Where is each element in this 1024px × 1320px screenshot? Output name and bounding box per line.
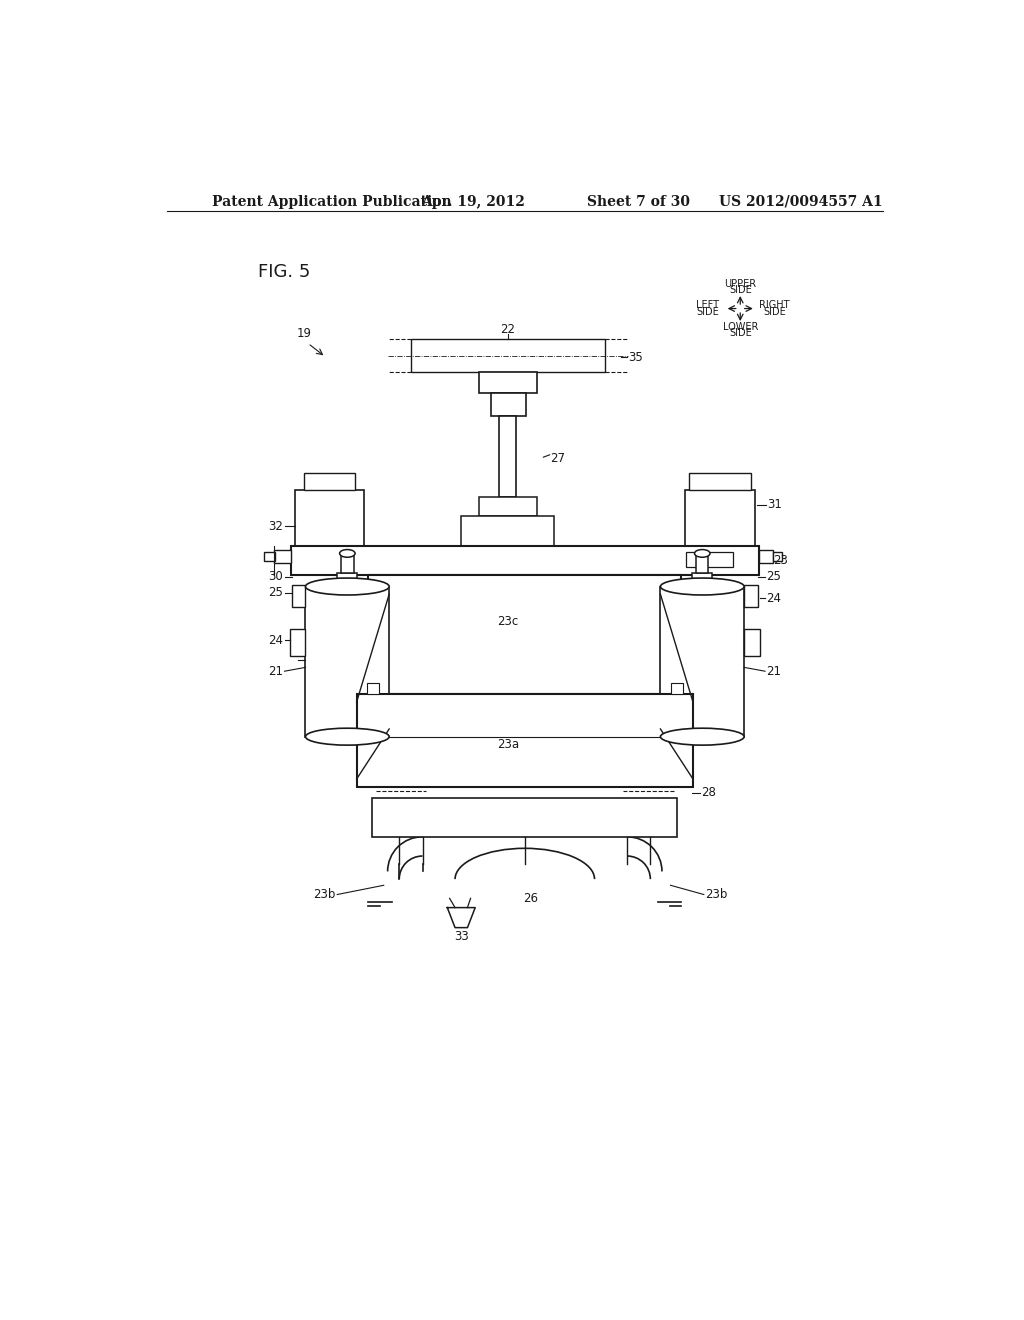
Bar xyxy=(686,552,732,568)
Bar xyxy=(337,573,357,586)
Text: SIDE: SIDE xyxy=(729,285,752,296)
Ellipse shape xyxy=(660,578,744,595)
Bar xyxy=(660,586,744,737)
Bar xyxy=(685,490,755,566)
Text: 21: 21 xyxy=(767,665,781,677)
Bar xyxy=(671,682,683,694)
Text: Patent Application Publication: Patent Application Publication xyxy=(212,194,452,209)
Bar xyxy=(372,799,678,837)
Bar xyxy=(689,473,751,490)
Text: 25: 25 xyxy=(268,586,283,599)
Bar xyxy=(744,628,760,656)
Text: Apr. 19, 2012: Apr. 19, 2012 xyxy=(421,194,525,209)
Bar xyxy=(304,473,355,490)
Text: Sheet 7 of 30: Sheet 7 of 30 xyxy=(587,194,690,209)
Text: 24: 24 xyxy=(767,591,781,605)
Bar xyxy=(290,628,305,656)
Bar xyxy=(292,585,305,607)
Text: 23b: 23b xyxy=(706,888,728,902)
Text: 31: 31 xyxy=(767,499,782,511)
Text: SIDE: SIDE xyxy=(729,329,752,338)
Ellipse shape xyxy=(305,729,389,744)
Ellipse shape xyxy=(694,549,710,557)
Text: 24: 24 xyxy=(268,634,283,647)
Text: 22: 22 xyxy=(501,323,515,335)
Text: 23: 23 xyxy=(773,554,787,566)
Bar xyxy=(773,552,782,561)
Text: 35: 35 xyxy=(628,351,643,363)
Bar xyxy=(692,573,713,586)
Text: 19: 19 xyxy=(297,327,312,341)
Text: LOWER: LOWER xyxy=(723,322,758,333)
Ellipse shape xyxy=(305,578,389,595)
Text: 28: 28 xyxy=(701,787,717,800)
Bar xyxy=(744,585,758,607)
Bar xyxy=(500,416,516,498)
Bar xyxy=(367,682,379,694)
Text: RIGHT: RIGHT xyxy=(759,301,790,310)
Text: 32: 32 xyxy=(268,520,283,533)
Bar xyxy=(356,694,693,787)
Text: 33: 33 xyxy=(454,931,469,944)
Bar xyxy=(461,516,554,545)
Bar xyxy=(273,549,291,564)
Text: UPPER: UPPER xyxy=(724,279,757,289)
Text: 23b: 23b xyxy=(313,888,336,902)
Text: FIG. 5: FIG. 5 xyxy=(258,264,310,281)
Text: 26: 26 xyxy=(523,892,539,906)
Text: SIDE: SIDE xyxy=(696,306,719,317)
Bar xyxy=(295,490,365,566)
Text: 21: 21 xyxy=(268,665,283,677)
Bar xyxy=(291,545,759,576)
Ellipse shape xyxy=(660,729,744,744)
Bar xyxy=(479,372,538,393)
Ellipse shape xyxy=(340,549,355,557)
Bar xyxy=(479,498,538,516)
Text: 23c: 23c xyxy=(497,615,518,628)
Bar xyxy=(305,586,389,737)
Bar xyxy=(490,393,525,416)
Bar xyxy=(341,553,353,573)
Text: SIDE: SIDE xyxy=(763,306,785,317)
Text: 30: 30 xyxy=(268,570,283,583)
Bar xyxy=(263,552,275,561)
Bar xyxy=(369,576,681,694)
Text: LEFT: LEFT xyxy=(696,301,719,310)
Bar xyxy=(411,339,604,372)
Bar xyxy=(696,553,709,573)
Bar xyxy=(759,549,773,564)
Text: 25: 25 xyxy=(767,570,781,583)
Text: US 2012/0094557 A1: US 2012/0094557 A1 xyxy=(719,194,882,209)
Text: 23a: 23a xyxy=(497,738,519,751)
Text: 27: 27 xyxy=(550,453,565,465)
